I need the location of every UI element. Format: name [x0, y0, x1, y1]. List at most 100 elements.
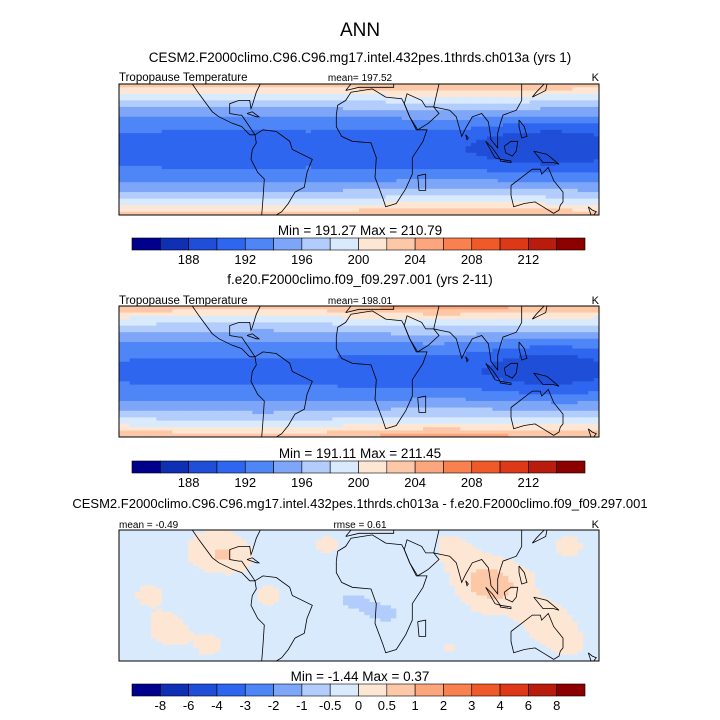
map-cell	[551, 136, 557, 141]
map-cell	[263, 162, 269, 167]
map-cell	[172, 182, 179, 187]
map-cell	[529, 315, 536, 320]
map-cell	[247, 178, 253, 183]
map-cell	[172, 93, 179, 98]
map-cell	[556, 110, 563, 115]
map-cell	[167, 100, 173, 105]
map-cell	[135, 84, 141, 88]
map-cell	[161, 146, 168, 151]
map-cell	[433, 345, 440, 350]
map-cell	[193, 201, 200, 206]
map-cell	[380, 149, 387, 154]
map-cell	[193, 152, 200, 157]
map-cell	[177, 328, 184, 333]
map-cell	[524, 178, 531, 183]
map-cell	[380, 116, 387, 121]
map-cell	[471, 90, 477, 95]
map-cell	[172, 338, 179, 343]
map-cell	[492, 175, 499, 180]
map-cell	[215, 84, 221, 88]
map-cell	[225, 198, 232, 203]
map-cell	[449, 162, 456, 167]
colorbar-box	[216, 237, 246, 251]
map-cell	[231, 198, 237, 203]
map-cell	[471, 312, 477, 317]
map-cell	[396, 325, 403, 330]
map-cell	[412, 87, 419, 92]
map-cell	[369, 172, 376, 177]
map-cell	[529, 322, 536, 327]
map-cell	[465, 348, 472, 353]
colorbar-box	[301, 237, 331, 251]
map-cell	[204, 156, 211, 160]
map-cell	[561, 142, 568, 147]
map-cell	[492, 100, 499, 105]
map-cell	[380, 123, 387, 128]
map-cell	[364, 97, 371, 101]
colorbar-tick-label: 212	[518, 252, 540, 267]
map-cell	[529, 342, 536, 346]
map-cell	[241, 205, 248, 210]
map-cell	[359, 142, 365, 147]
map-cell	[428, 192, 435, 196]
map-cell	[593, 328, 599, 333]
map-cell	[247, 315, 253, 320]
map-cell	[428, 159, 435, 164]
map-cell	[583, 332, 589, 337]
map-cell	[220, 306, 227, 310]
map-cell	[471, 328, 477, 333]
map-cell	[385, 136, 392, 141]
map-cell	[439, 156, 445, 160]
map-cell	[391, 133, 397, 137]
map-cell	[215, 338, 221, 343]
map-cell	[375, 126, 381, 131]
map-cell	[449, 322, 456, 327]
map-cell	[348, 169, 355, 174]
map-cell	[471, 195, 477, 200]
map-cell	[151, 198, 157, 203]
map-cell	[183, 351, 189, 356]
map-cell	[583, 309, 589, 314]
map-cell	[209, 139, 216, 144]
map-cell	[300, 159, 307, 164]
map-cell	[119, 345, 125, 350]
map-cell	[145, 309, 152, 314]
map-cell	[215, 139, 221, 144]
map-cell	[385, 178, 392, 183]
map-cell	[332, 211, 339, 215]
map-cell	[316, 208, 323, 213]
map-cell	[476, 309, 483, 314]
map-cell	[364, 126, 371, 131]
map-cell	[241, 84, 248, 88]
map-cell	[428, 309, 435, 314]
map-cell	[503, 106, 509, 111]
map-cell	[588, 97, 595, 101]
map-cell	[311, 165, 317, 170]
map-cell	[119, 97, 125, 101]
map-cell	[449, 110, 456, 115]
map-cell	[124, 106, 131, 111]
map-cell	[311, 156, 317, 160]
map-cell	[481, 97, 488, 101]
map-cell	[119, 312, 125, 317]
map-cell	[252, 156, 259, 160]
map-cell	[417, 201, 424, 206]
map-cell	[257, 123, 264, 128]
map-cell	[273, 149, 280, 154]
map-cell	[567, 309, 573, 314]
map-cell	[129, 192, 136, 196]
map-cell	[119, 195, 125, 200]
map-cell	[391, 156, 397, 160]
map-cell	[529, 175, 536, 180]
map-cell	[385, 198, 392, 203]
map-cell	[476, 342, 483, 346]
map-cell	[119, 110, 125, 115]
map-cell	[401, 116, 408, 121]
map-cell	[188, 106, 195, 111]
map-cell	[524, 201, 531, 206]
map-cell	[156, 152, 163, 157]
map-cell	[583, 139, 589, 144]
map-cell	[225, 211, 232, 215]
map-cell	[236, 195, 243, 200]
map-cell	[273, 175, 280, 180]
